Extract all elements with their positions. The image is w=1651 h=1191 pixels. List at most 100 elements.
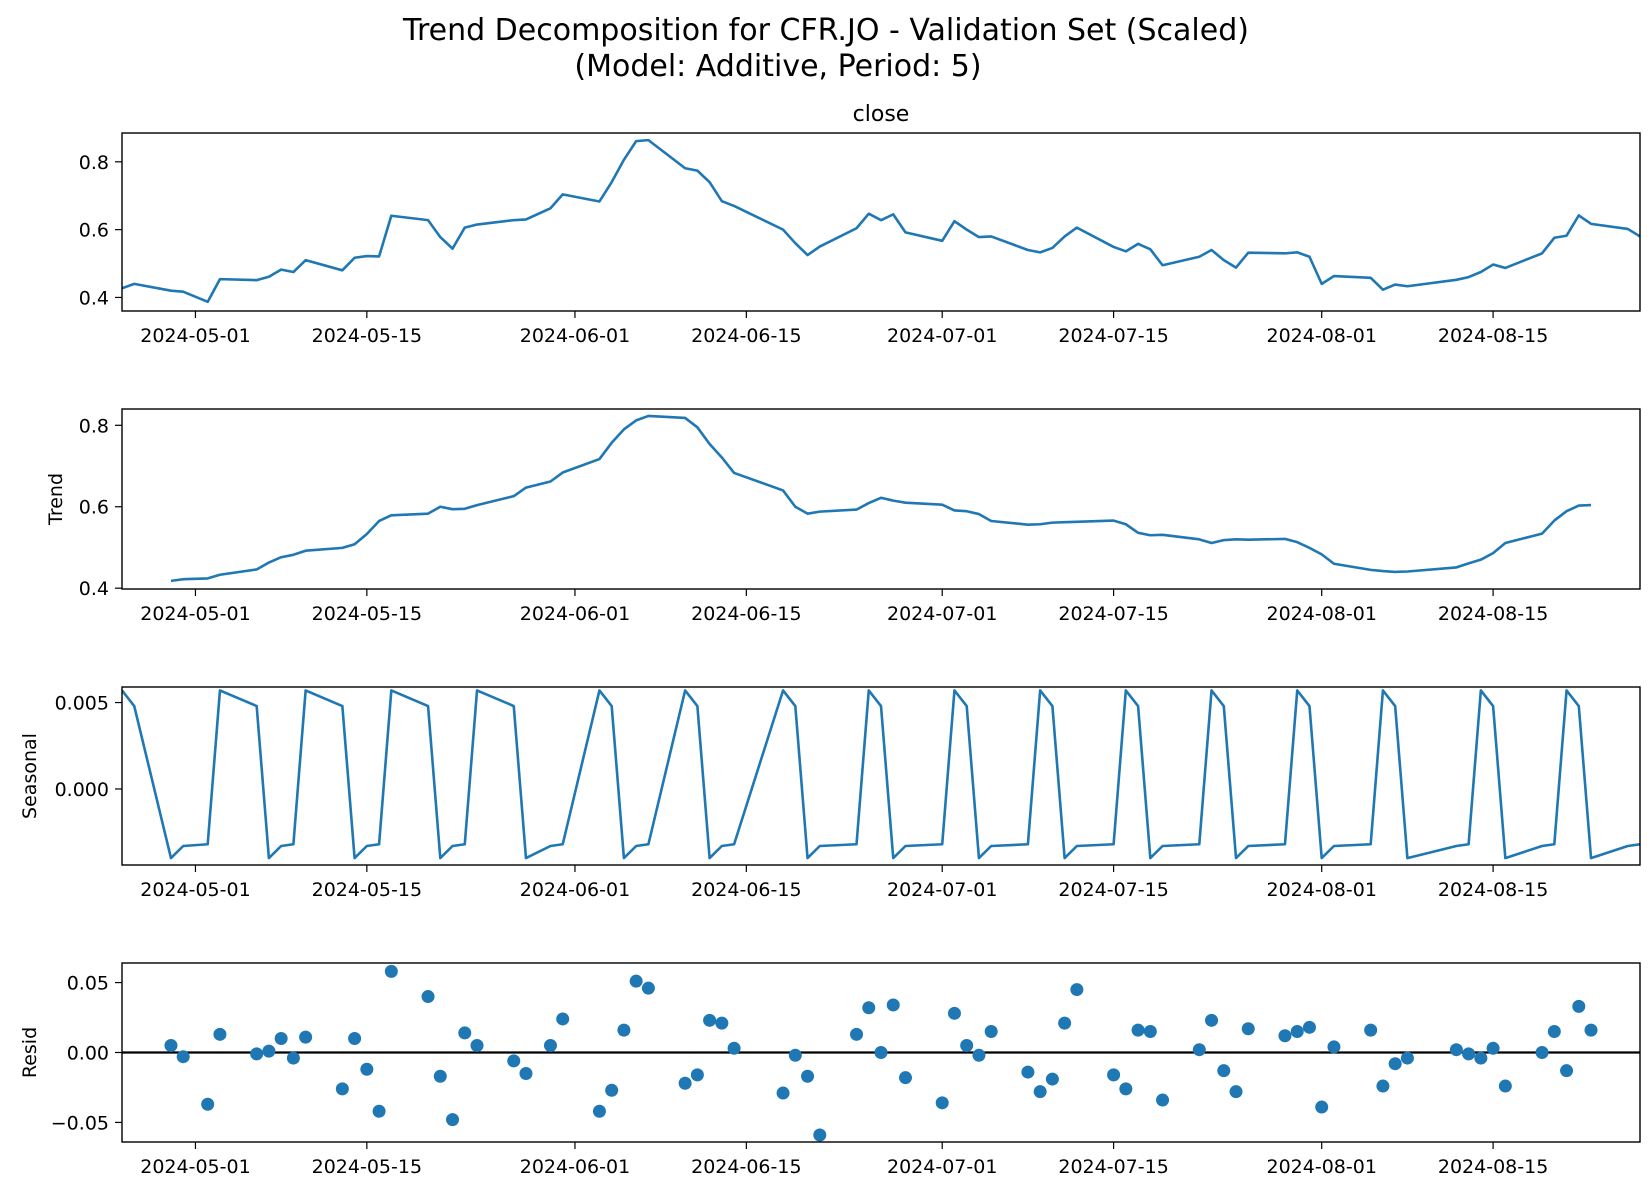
xtick-label: 2024-05-15 [312,1156,422,1178]
resid-point [1021,1065,1035,1079]
ytick-label: −0.05 [51,1112,109,1134]
axes-frame [121,132,1641,312]
resid-point [1486,1041,1500,1055]
resid-point [862,1001,876,1015]
resid-point [274,1032,288,1046]
xtick-label: 2024-07-15 [1058,879,1168,901]
resid-point [788,1048,802,1062]
resid-point [703,1013,717,1027]
resid-point [641,981,655,995]
xtick-label: 2024-06-01 [520,1156,630,1178]
ytick-label: 0.005 [55,693,109,715]
resid-point [801,1069,815,1083]
xtick-label: 2024-05-15 [312,325,422,347]
resid-point [1376,1079,1390,1093]
resid-point [250,1047,264,1061]
resid-point [1143,1025,1157,1039]
resid-point [874,1046,888,1059]
resid-point [1327,1040,1341,1054]
ytick-label: 0.8 [79,415,109,437]
resid-point [592,1104,606,1118]
xtick-label: 2024-07-01 [887,325,997,347]
xtick-label: 2024-05-15 [312,879,422,901]
panel-close: 0.4 0.6 0.8 2024-05-01 2024-05-15 2024-06-01 2… [79,102,1641,347]
resid-point [690,1068,704,1082]
xtick-label: 2024-08-15 [1438,879,1548,901]
xtick-label: 2024-05-15 [312,603,422,625]
xtick-label: 2024-07-15 [1058,325,1168,347]
series-line-close [122,138,1640,304]
resid-point [433,1069,447,1083]
xtick-label: 2024-06-15 [691,879,801,901]
series-line-seasonal [122,689,1640,860]
resid-point [1302,1020,1316,1034]
resid-point [176,1050,190,1064]
resid-point [421,990,435,1004]
xtick-label: 2024-08-01 [1266,879,1376,901]
resid-point [1560,1064,1574,1078]
ytick-label: 0.6 [79,220,109,242]
resid-point [1058,1016,1072,1030]
axes-frame [121,686,1641,866]
xtick-label: 2024-08-01 [1266,325,1376,347]
xtick-label: 2024-07-01 [887,1156,997,1178]
resid-point [1278,1029,1292,1043]
resid-point [1535,1046,1549,1059]
resid-point [384,964,398,978]
resid-point [1547,1025,1561,1039]
xtick-label: 2024-06-01 [520,879,630,901]
resid-point [543,1039,557,1053]
xtick-label: 2024-08-01 [1266,1156,1376,1178]
resid-point [458,1026,472,1040]
panel-trend: 0.4 0.6 0.8 2024-05-01 2024-05-15 2024-06-01 2… [45,408,1641,625]
panel-resid: −0.05 0.00 0.05 2024-05-01 2024-05-15 2024-06… [19,962,1641,1178]
ytick-label: 0.4 [79,287,109,309]
resid-point [1070,983,1084,997]
resid-point [1192,1043,1206,1057]
plot-area-close [122,138,1640,304]
xtick-label: 2024-08-01 [1266,603,1376,625]
resid-point [1498,1079,1512,1093]
resid-point [972,1048,986,1062]
resid-point [1156,1093,1170,1107]
resid-point [556,1012,570,1026]
resid-point [507,1054,521,1068]
resid-point [1119,1082,1133,1096]
resid-point [360,1062,374,1076]
xtick-label: 2024-08-15 [1438,325,1548,347]
ytick-label: 0.6 [79,497,109,519]
resid-point [164,1039,178,1053]
resid-point [605,1083,619,1097]
resid-point [1474,1051,1488,1065]
resid-point [1400,1051,1414,1065]
plot-area-resid [122,964,1640,1142]
xtick-label: 2024-07-15 [1058,1156,1168,1178]
resid-point [1572,999,1586,1013]
resid-point [1388,1057,1402,1071]
xtick-label: 2024-06-01 [520,325,630,347]
resid-point [1584,1023,1598,1037]
resid-point [1045,1072,1059,1086]
xtick-label: 2024-05-01 [140,1156,250,1178]
ytick-label: 0.8 [79,152,109,174]
xtick-label: 2024-08-15 [1438,603,1548,625]
resid-point [1033,1085,1047,1099]
xtick-label: 2024-06-15 [691,603,801,625]
ylabel-seasonal: Seasonal [19,733,41,819]
resid-point [776,1086,790,1100]
resid-point [947,1006,961,1020]
resid-point [629,974,643,988]
xtick-label: 2024-05-01 [140,325,250,347]
xtick-label: 2024-07-15 [1058,603,1168,625]
resid-point [1107,1068,1121,1082]
xtick-label: 2024-05-01 [140,603,250,625]
resid-point [1290,1025,1304,1039]
resid-point [1241,1022,1255,1036]
resid-point [617,1023,631,1037]
resid-point [984,1025,998,1039]
resid-point [1315,1100,1329,1114]
resid-point [715,1016,729,1030]
figure-title-line-2: (Model: Additive, Period: 5) [574,49,981,84]
ylabel-trend: Trend [45,473,67,526]
